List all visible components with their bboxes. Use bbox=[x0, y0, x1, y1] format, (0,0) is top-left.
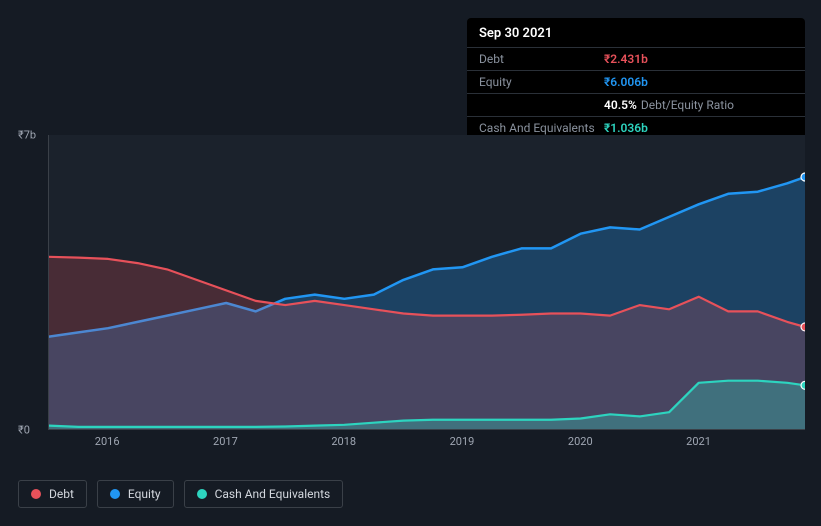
tooltip-row-value: ₹2.431b bbox=[604, 52, 793, 66]
x-axis-tick: 2021 bbox=[686, 435, 711, 448]
y-axis-tick: ₹0 bbox=[18, 424, 30, 437]
legend-dot-icon bbox=[110, 489, 120, 499]
legend-dot-icon bbox=[31, 489, 41, 499]
tooltip-row-value: ₹6.006b bbox=[604, 75, 793, 89]
x-axis-tick: 2020 bbox=[568, 435, 593, 448]
tooltip-row-label: Equity bbox=[479, 75, 604, 89]
chart-area: ₹0₹7b 201620172018201920202021 bbox=[18, 125, 805, 440]
tooltip-row: Equity₹6.006b bbox=[467, 70, 805, 93]
chart-plot[interactable] bbox=[48, 135, 805, 430]
legend-item-label: Debt bbox=[49, 487, 74, 501]
tooltip-date: Sep 30 2021 bbox=[467, 18, 805, 47]
legend-item-equity[interactable]: Equity bbox=[97, 480, 174, 508]
legend-item-debt[interactable]: Debt bbox=[18, 480, 87, 508]
series-end-marker bbox=[801, 173, 805, 181]
x-axis-tick: 2019 bbox=[450, 435, 475, 448]
legend-dot-icon bbox=[197, 489, 207, 499]
tooltip-row-label bbox=[479, 98, 604, 112]
x-axis-ticks: 2016 2017 2018 2019 2020 2021 bbox=[48, 435, 805, 455]
x-axis-tick: 2018 bbox=[331, 435, 356, 448]
tooltip-panel: Sep 30 2021 Debt₹2.431bEquity₹6.006b40.5… bbox=[467, 18, 805, 139]
series-end-marker bbox=[801, 381, 805, 389]
legend-item-cash-and-equivalents[interactable]: Cash And Equivalents bbox=[184, 480, 344, 508]
chart-legend: Debt Equity Cash And Equivalents bbox=[18, 480, 343, 508]
x-axis-tick: 2016 bbox=[95, 435, 120, 448]
legend-item-label: Cash And Equivalents bbox=[215, 487, 331, 501]
tooltip-row-label: Debt bbox=[479, 52, 604, 66]
series-end-marker bbox=[801, 323, 805, 331]
tooltip-row-value: 40.5%Debt/Equity Ratio bbox=[604, 98, 793, 112]
tooltip-row: Debt₹2.431b bbox=[467, 47, 805, 70]
legend-item-label: Equity bbox=[128, 487, 161, 501]
tooltip-row: 40.5%Debt/Equity Ratio bbox=[467, 93, 805, 116]
y-axis-tick: ₹7b bbox=[18, 129, 36, 142]
x-axis-tick: 2017 bbox=[213, 435, 238, 448]
